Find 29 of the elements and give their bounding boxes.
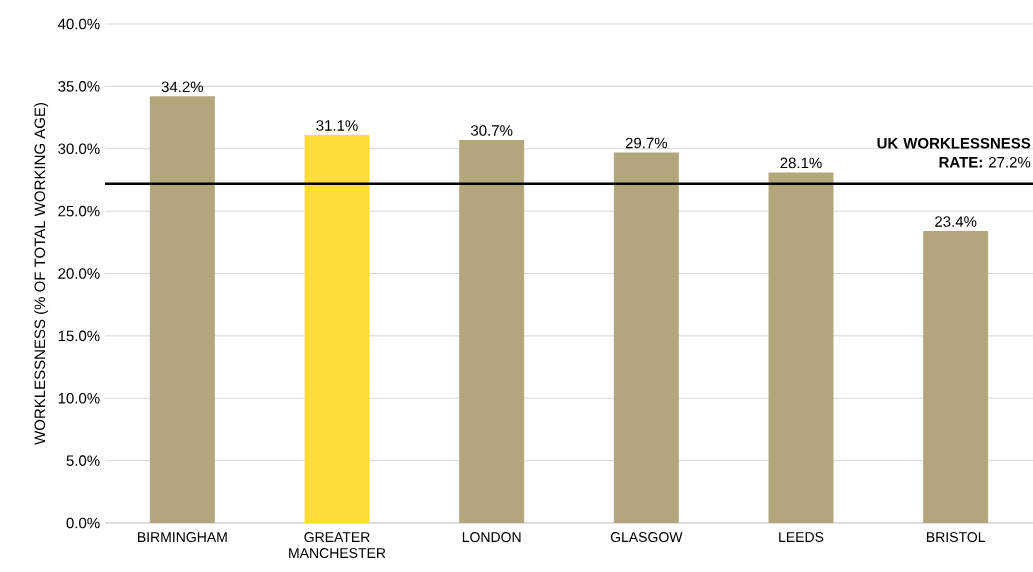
bar — [923, 231, 989, 523]
y-tick-label: 25.0% — [58, 205, 100, 217]
bar — [768, 172, 834, 523]
data-label: 34.2% — [161, 81, 204, 93]
bar — [459, 140, 525, 523]
x-tick-label: GLASGOW — [610, 532, 683, 543]
y-tick-label: 15.0% — [58, 330, 100, 342]
y-tick-label: 10.0% — [58, 392, 100, 404]
bar — [149, 96, 215, 523]
ref-line-label: UK WORKLESSNESS RATE: 27.2% — [877, 137, 1031, 168]
y-tick-label: 0.0% — [66, 517, 100, 529]
data-label: 31.1% — [316, 120, 358, 131]
x-tick-label: BIRMINGHAM — [137, 532, 227, 543]
y-tick-label: 30.0% — [58, 143, 100, 155]
data-label: 28.1% — [780, 157, 822, 169]
data-label: 30.7% — [470, 125, 513, 136]
y-axis-title: WORKLESSNESS (% OF TOTAL WORKING AGE) — [34, 103, 49, 445]
y-tick-label: 5.0% — [66, 455, 100, 466]
y-tick-label: 20.0% — [58, 268, 100, 279]
y-tick-label: 40.0% — [57, 18, 100, 30]
x-tick-label: GREATER MANCHESTER — [289, 532, 386, 559]
y-tick-label: 35.0% — [58, 81, 100, 92]
bar — [304, 135, 370, 523]
x-tick-label: LEEDS — [779, 532, 824, 543]
x-tick-label: BRISTOL — [926, 532, 986, 543]
data-label: 23.4% — [935, 216, 977, 227]
bar — [613, 152, 679, 523]
data-label: 29.7% — [625, 137, 668, 149]
x-tick-label: LONDON — [462, 532, 521, 543]
